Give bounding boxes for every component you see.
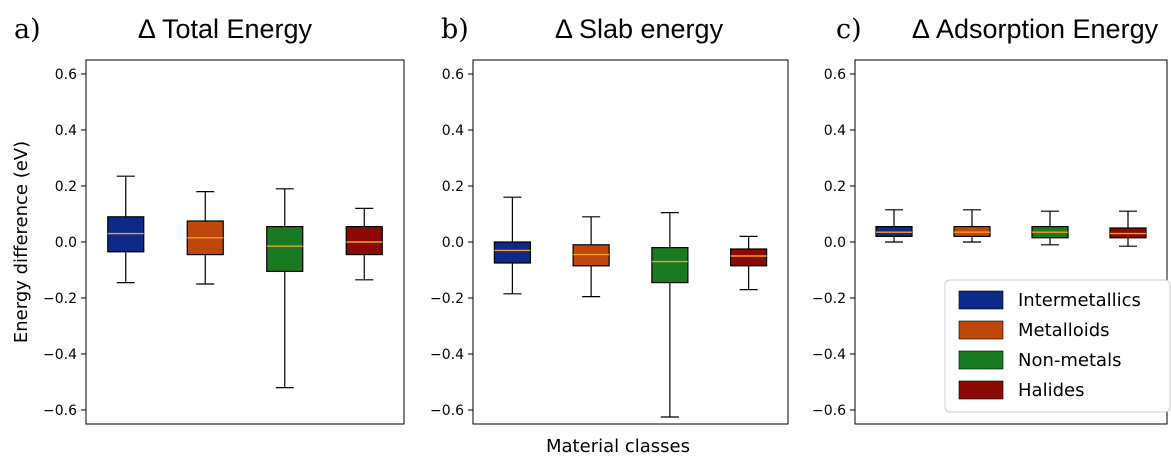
box-metalloids bbox=[186, 191, 224, 285]
chart-panel-2: b) Δ Slab energy −0.6 −0.4 −0.2 0.0 0.2 0.4 0.6 bbox=[430, 14, 789, 425]
axes-frame bbox=[854, 59, 1168, 425]
box-body bbox=[1109, 227, 1147, 239]
axes-frame bbox=[472, 59, 789, 425]
legend-label: Halides bbox=[1018, 380, 1084, 401]
box-intermetallics bbox=[493, 196, 531, 295]
box-halides bbox=[730, 235, 768, 291]
panels: a) Δ Total Energy −0.6 −0.4 −0.2 0.0 0.2 0.4 0.6… bbox=[14, 14, 1168, 425]
box-body bbox=[493, 241, 531, 264]
y-tick-label: 0.4 bbox=[55, 123, 77, 139]
y-tick-label: −0.4 bbox=[430, 347, 464, 363]
box-metalloids bbox=[572, 216, 610, 298]
box-intermetallics bbox=[875, 209, 913, 243]
y-tick-label: −0.6 bbox=[43, 403, 77, 419]
y-tick-label: −0.2 bbox=[43, 291, 77, 307]
y-tick-label: 0.6 bbox=[824, 67, 846, 83]
legend-swatch bbox=[958, 380, 1004, 400]
y-tick-label: −0.2 bbox=[812, 291, 846, 307]
panel-letter: a) bbox=[14, 14, 41, 45]
y-tick-label: 0.6 bbox=[55, 67, 77, 83]
box-non-metals bbox=[651, 212, 689, 418]
y-tick-label: 0.4 bbox=[824, 123, 846, 139]
box-halides bbox=[1109, 210, 1147, 247]
box-non-metals bbox=[1031, 210, 1069, 246]
y-tick-label: 0.0 bbox=[824, 235, 846, 251]
y-tick-label: −0.6 bbox=[430, 403, 464, 419]
panel-title: Δ Total Energy bbox=[138, 14, 313, 44]
y-tick-label: 0.2 bbox=[55, 179, 77, 195]
box-intermetallics bbox=[107, 175, 145, 284]
y-tick-label: −0.4 bbox=[812, 347, 846, 363]
panel-title: Δ Adsorption Energy bbox=[912, 14, 1159, 44]
y-tick-label: −0.4 bbox=[43, 347, 77, 363]
chart-panel-3: c) Δ Adsorption Energy −0.6 −0.4 −0.2 0.0 0.2 0… bbox=[812, 14, 1168, 425]
panel-letter: b) bbox=[441, 14, 469, 45]
axes-frame bbox=[85, 59, 405, 425]
legend-item: Non-metals bbox=[958, 350, 1121, 371]
box-halides bbox=[345, 207, 383, 281]
legend-item: Intermetallics bbox=[958, 290, 1141, 311]
chart-panel-1: a) Δ Total Energy −0.6 −0.4 −0.2 0.0 0.2 0.4 0.6 bbox=[14, 14, 405, 425]
panel-letter: c) bbox=[836, 14, 862, 45]
y-tick-label: 0.2 bbox=[824, 179, 846, 195]
y-tick-label: −0.6 bbox=[812, 403, 846, 419]
y-tick-label: 0.4 bbox=[442, 123, 464, 139]
box-non-metals bbox=[266, 188, 304, 389]
legend-swatch bbox=[958, 290, 1004, 310]
y-tick-label: −0.2 bbox=[430, 291, 464, 307]
y-tick-label: 0.0 bbox=[442, 235, 464, 251]
box-metalloids bbox=[953, 209, 991, 243]
legend-item: Metalloids bbox=[958, 320, 1110, 341]
panel-title: Δ Slab energy bbox=[555, 14, 724, 44]
y-axis-label: Energy difference (eV) bbox=[11, 141, 32, 343]
y-tick-label: 0.0 bbox=[55, 235, 77, 251]
box-body bbox=[651, 247, 689, 284]
legend-label: Intermetallics bbox=[1018, 290, 1141, 311]
y-tick-label: 0.2 bbox=[442, 179, 464, 195]
legend-label: Metalloids bbox=[1018, 320, 1110, 341]
box-body bbox=[730, 248, 768, 267]
legend-swatch bbox=[958, 320, 1004, 340]
legend: Intermetallics Metalloids Non-metals Halide… bbox=[944, 279, 1171, 413]
legend-swatch bbox=[958, 350, 1004, 370]
y-tick-label: 0.6 bbox=[442, 67, 464, 83]
legend-frame bbox=[944, 279, 1171, 413]
box-body bbox=[345, 226, 383, 256]
legend-item: Halides bbox=[958, 380, 1084, 401]
legend-label: Non-metals bbox=[1018, 350, 1121, 371]
box-body bbox=[266, 226, 304, 273]
x-axis-label: Material classes bbox=[546, 436, 690, 456]
